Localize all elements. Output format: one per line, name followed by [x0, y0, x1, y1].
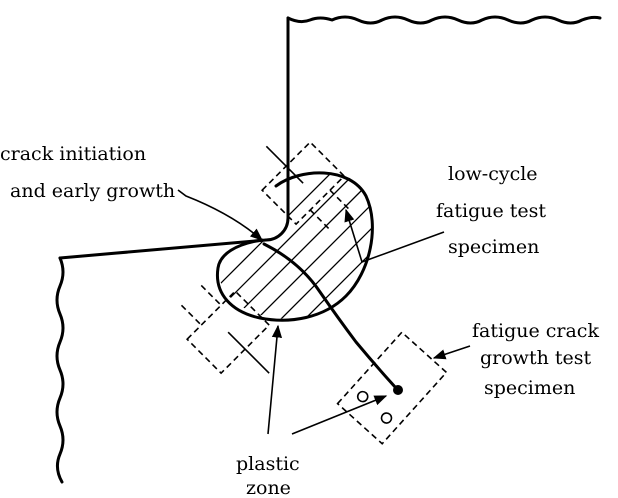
crack-tip: [393, 385, 403, 395]
crack-path: [262, 242, 398, 390]
leader-crack-initiation: [177, 189, 263, 241]
leader-plastic-zone: [267, 324, 283, 435]
label-low-cycle-2: fatigue test: [436, 200, 546, 222]
label-plastic: plastic: [236, 453, 300, 475]
leader-low-cycle: [344, 208, 445, 264]
component-outline: [55, 15, 602, 484]
low-cycle-specimen-upper: [260, 140, 351, 231]
label-zone: zone: [246, 477, 291, 498]
lower-specimen-axis: [227, 331, 270, 374]
left-break-line: [55, 256, 65, 484]
crack-growth-specimen: [336, 331, 448, 445]
horizontal-ledge: [58, 238, 268, 260]
leader-plastic-zone-crack-tip: [291, 395, 388, 435]
low-cycle-specimen-lower: [180, 284, 271, 375]
label-crack-initiation-1: crack initiation: [0, 143, 146, 165]
label-fatigue-crack-3: specimen: [484, 377, 575, 399]
label-low-cycle-1: low-cycle: [448, 163, 538, 185]
upper-specimen-axis: [265, 145, 304, 184]
pin-hole-upper: [356, 390, 369, 403]
top-break-line: [286, 15, 602, 25]
label-fatigue-crack-2: growth test: [480, 347, 591, 369]
label-fatigue-crack-1: fatigue crack: [472, 320, 599, 342]
crack-growth-specimen-body: [336, 331, 448, 445]
lower-gauge-section: [180, 284, 222, 326]
label-low-cycle-3: specimen: [448, 236, 539, 258]
plastic-zone-boundary: [215, 171, 374, 322]
label-crack-initiation-2: and early growth: [10, 180, 175, 202]
upper-gauge-section: [309, 189, 351, 231]
pin-hole-lower: [380, 412, 393, 424]
notch-root-fillet: [264, 216, 290, 242]
leader-fatigue-crack: [432, 345, 471, 360]
